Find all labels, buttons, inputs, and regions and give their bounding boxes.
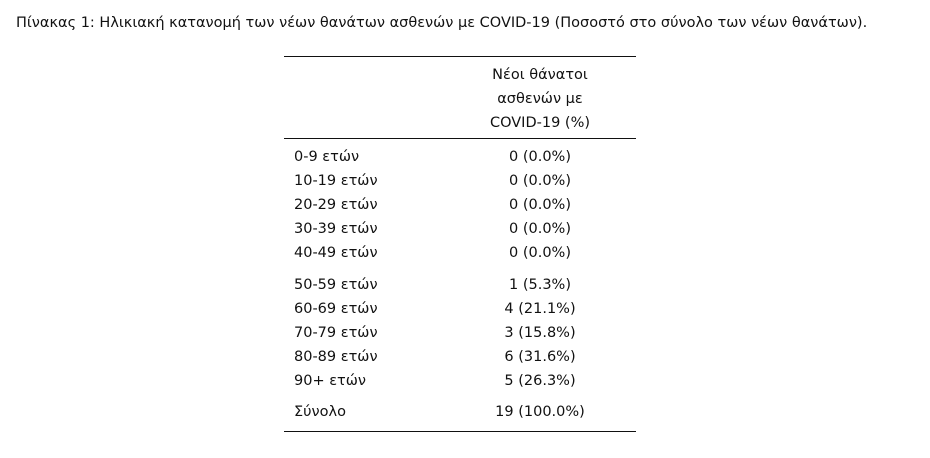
- table-row: 80-89 ετών 6 (31.6%): [284, 345, 636, 369]
- header-value-line-3: COVID-19 (%): [489, 115, 591, 131]
- table-row-total: Σύνολο 19 (100.0%): [284, 400, 636, 424]
- deaths-by-age-table: Νέοι θάνατοι ασθενών με COVID-19 (%) 0-9…: [284, 56, 636, 432]
- table-row: 70-79 ετών 3 (15.8%): [284, 321, 636, 345]
- header-label-cell: [284, 57, 444, 138]
- deaths-value: 0 (0.0%): [509, 173, 571, 189]
- total-block: Σύνολο 19 (100.0%): [284, 393, 636, 431]
- age-group-block-older: 50-59 ετών 1 (5.3%) 60-69 ετών 4 (21.1%)…: [284, 265, 636, 393]
- header-value-line-1: Νέοι θάνατοι: [492, 67, 588, 83]
- table-row: 0-9 ετών 0 (0.0%): [284, 145, 636, 169]
- deaths-value: 0 (0.0%): [509, 221, 571, 237]
- table-row: 20-29 ετών 0 (0.0%): [284, 193, 636, 217]
- table-row: 60-69 ετών 4 (21.1%): [284, 297, 636, 321]
- age-label: 60-69 ετών: [294, 301, 378, 317]
- deaths-value: 4 (21.1%): [504, 301, 576, 317]
- age-label: 50-59 ετών: [294, 277, 378, 293]
- table-row: 30-39 ετών 0 (0.0%): [284, 217, 636, 241]
- deaths-value: 6 (31.6%): [504, 349, 576, 365]
- header-value-line-2: ασθενών με: [497, 91, 583, 107]
- deaths-value: 0 (0.0%): [509, 197, 571, 213]
- table-row: 90+ ετών 5 (26.3%): [284, 369, 636, 393]
- age-label: 20-29 ετών: [294, 197, 378, 213]
- table-row: 40-49 ετών 0 (0.0%): [284, 241, 636, 265]
- deaths-value: 5 (26.3%): [504, 373, 576, 389]
- table-caption: Πίνακας 1: Ηλικιακή κατανομή των νέων θα…: [16, 15, 868, 31]
- deaths-value: 0 (0.0%): [509, 149, 571, 165]
- total-label: Σύνολο: [294, 404, 346, 420]
- age-label: 70-79 ετών: [294, 325, 378, 341]
- age-label: 90+ ετών: [294, 373, 367, 389]
- deaths-value: 3 (15.8%): [504, 325, 576, 341]
- deaths-value: 0 (0.0%): [509, 245, 571, 261]
- table-bottom-rule: [284, 431, 636, 432]
- age-label: 10-19 ετών: [294, 173, 378, 189]
- age-label: 40-49 ετών: [294, 245, 378, 261]
- table-row: 10-19 ετών 0 (0.0%): [284, 169, 636, 193]
- deaths-value: 1 (5.3%): [509, 277, 571, 293]
- total-value: 19 (100.0%): [495, 404, 585, 420]
- table-header-rule: [284, 138, 636, 139]
- header-value-cell: Νέοι θάνατοι ασθενών με COVID-19 (%): [444, 57, 636, 138]
- age-group-block-young: 0-9 ετών 0 (0.0%) 10-19 ετών 0 (0.0%) 20…: [284, 139, 636, 265]
- table-row: 50-59 ετών 1 (5.3%): [284, 273, 636, 297]
- age-label: 30-39 ετών: [294, 221, 378, 237]
- table-top-rule: [284, 56, 636, 57]
- age-label: 80-89 ετών: [294, 349, 378, 365]
- table-header-row: Νέοι θάνατοι ασθενών με COVID-19 (%): [284, 57, 636, 138]
- age-label: 0-9 ετών: [294, 149, 360, 165]
